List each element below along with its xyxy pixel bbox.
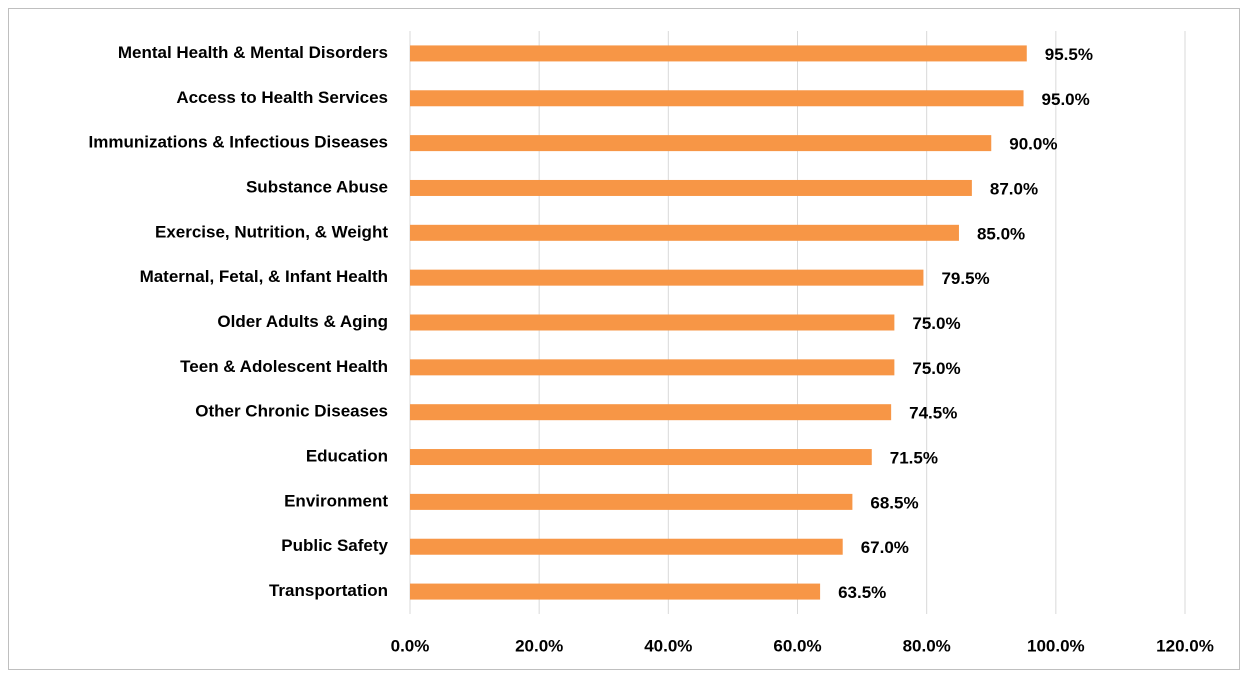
x-tick-label: 100.0% — [1027, 636, 1085, 655]
bar — [410, 179, 972, 196]
x-tick-label: 80.0% — [903, 636, 951, 655]
bar — [410, 493, 853, 510]
chart-border — [8, 8, 1240, 670]
y-tick-label: Access to Health Services — [176, 88, 388, 107]
data-label: 85.0% — [977, 224, 1025, 243]
bar — [410, 269, 924, 286]
data-label: 95.0% — [1042, 90, 1090, 109]
data-label: 79.5% — [941, 269, 989, 288]
bar — [410, 45, 1027, 62]
data-label: 75.0% — [912, 314, 960, 333]
x-tick-label: 120.0% — [1156, 636, 1214, 655]
y-tick-label: Exercise, Nutrition, & Weight — [155, 222, 388, 241]
data-label: 90.0% — [1009, 135, 1057, 154]
x-tick-label: 20.0% — [515, 636, 563, 655]
y-tick-label: Older Adults & Aging — [217, 312, 388, 331]
bar — [410, 538, 843, 555]
bar — [410, 583, 821, 600]
y-tick-label: Substance Abuse — [246, 177, 388, 196]
data-label: 63.5% — [838, 583, 886, 602]
x-tick-label: 60.0% — [773, 636, 821, 655]
bar — [410, 90, 1024, 107]
bar — [410, 449, 872, 466]
data-label: 74.5% — [909, 404, 957, 423]
bar — [410, 359, 895, 376]
bar — [410, 135, 992, 152]
y-tick-label: Other Chronic Diseases — [195, 402, 388, 421]
bar — [410, 314, 895, 331]
y-tick-label: Immunizations & Infectious Diseases — [89, 133, 388, 152]
data-label: 71.5% — [890, 449, 938, 468]
y-tick-label: Public Safety — [281, 536, 388, 555]
data-label: 95.5% — [1045, 45, 1093, 64]
bar — [410, 404, 892, 421]
y-tick-label: Education — [306, 447, 388, 466]
x-tick-label: 40.0% — [644, 636, 692, 655]
data-label: 75.0% — [912, 359, 960, 378]
data-label: 68.5% — [870, 493, 918, 512]
y-tick-label: Environment — [284, 491, 388, 510]
data-label: 67.0% — [861, 538, 909, 557]
y-tick-label: Teen & Adolescent Health — [180, 357, 388, 376]
y-tick-label: Mental Health & Mental Disorders — [118, 43, 388, 62]
x-tick-label: 0.0% — [391, 636, 430, 655]
y-tick-label: Transportation — [269, 581, 388, 600]
data-label: 87.0% — [990, 179, 1038, 198]
bar — [410, 224, 959, 241]
y-tick-label: Maternal, Fetal, & Infant Health — [140, 267, 388, 286]
